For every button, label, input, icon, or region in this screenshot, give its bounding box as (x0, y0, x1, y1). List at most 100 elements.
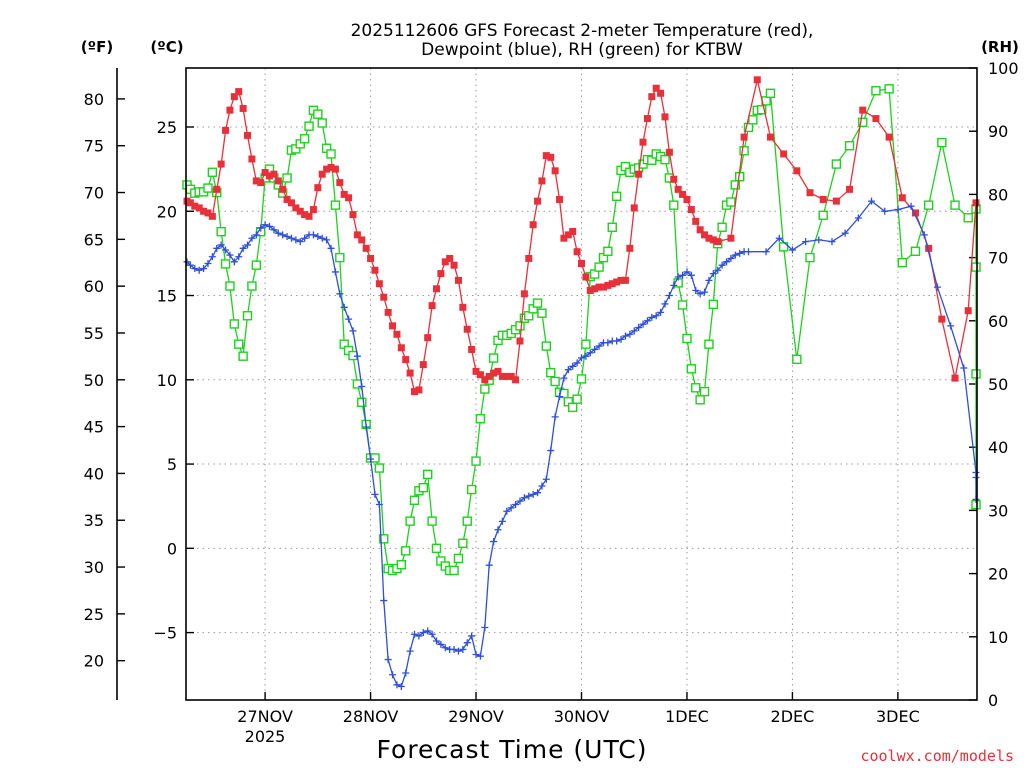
rh-point (313, 109, 323, 119)
chart-title-line-1: 2025112606 GFS Forecast 2-meter Temperat… (351, 21, 814, 41)
rh-point (756, 105, 767, 115)
dewpoint-point (648, 313, 656, 321)
rh-point (251, 260, 262, 270)
rh-point (699, 386, 710, 397)
rh-point (704, 339, 714, 349)
dewpoint-point (542, 475, 550, 483)
dewpoint-point (525, 492, 533, 500)
rh-point (748, 115, 758, 125)
dewpoint-point (331, 268, 339, 276)
temperature-point (292, 204, 300, 212)
x-tick-label: 3DEC (876, 707, 920, 726)
dewpoint-point (595, 342, 603, 350)
temperature-point (621, 276, 629, 284)
c-tick-label: 10 (157, 371, 177, 390)
rh-point (396, 560, 407, 570)
x-tick-label: 28NOV (343, 707, 399, 726)
rh-point (488, 353, 499, 363)
dewpoint-point (191, 265, 199, 273)
dewpoint-point (573, 359, 581, 367)
rh-point (568, 402, 578, 413)
temperature-point (257, 179, 265, 187)
dewpoint-point (762, 248, 770, 256)
dewpoint-point (349, 327, 357, 335)
rh-point (669, 200, 679, 210)
dewpoint-point (402, 669, 410, 677)
rh-point (660, 154, 670, 165)
temperature-point (578, 259, 585, 267)
c-tick-label: 5 (167, 455, 177, 474)
temperature-point (331, 165, 339, 173)
dewpoint-point (481, 624, 489, 632)
temperature-point (582, 273, 590, 281)
f-tick-label: 25 (84, 605, 104, 624)
temperature-point (283, 195, 291, 203)
f-tick-label: 45 (84, 418, 104, 437)
rh-point (594, 262, 604, 272)
temperature-point (226, 106, 234, 114)
dewpoint-point (512, 501, 520, 509)
temperature-point (591, 285, 599, 293)
rh-point (317, 118, 327, 128)
temperature-point (490, 369, 498, 377)
temperature-point (318, 170, 326, 178)
x-tick-label: 30NOV (554, 707, 610, 726)
dewpoint-point (309, 231, 317, 239)
c-tick-label: 20 (157, 202, 177, 221)
temperature-point (309, 206, 317, 214)
temperature-point (252, 177, 260, 185)
rh-point (234, 339, 244, 349)
dewpoint-point (296, 238, 304, 246)
rh-point (686, 364, 697, 374)
temperature-point (362, 244, 370, 252)
dewpoint-point (731, 251, 739, 259)
credit-link[interactable]: coolwx.com/models (860, 747, 1014, 765)
temperature-point (349, 211, 357, 219)
temperature-point (925, 244, 933, 252)
temperature-point (437, 270, 445, 278)
dewpoint-point (358, 383, 366, 391)
rh-point (937, 137, 947, 148)
dewpoint-point (314, 233, 322, 241)
c-tick-label: 15 (157, 287, 177, 306)
temperature-point (191, 202, 199, 210)
dewpoint-point (687, 271, 695, 279)
rh-tick-label: 10 (988, 628, 1008, 647)
dewpoint-point (494, 526, 502, 534)
axis-ticks: 27NOV 28NOV 29NOV 30NOV 1DEC 2DEC 3DEC −5 0 5 10 15… (84, 59, 1019, 726)
rh-point (466, 484, 477, 495)
temperature-point (793, 167, 801, 175)
rh-point (844, 141, 855, 151)
x-tick-label: 2DEC (771, 707, 815, 726)
temperature-point (639, 138, 647, 146)
temperature-point (635, 170, 643, 178)
c-tick-label: 0 (167, 539, 177, 558)
dewpoint-point (468, 632, 476, 640)
rh-point (971, 369, 981, 379)
temperature-point (692, 217, 700, 225)
temperature-point (586, 286, 594, 294)
temperature-point (498, 372, 506, 380)
dewpoint-point (696, 290, 704, 298)
x-tick-label: 27NOV (237, 707, 293, 726)
dewpoint-point (718, 261, 726, 269)
temperature-point (753, 76, 761, 84)
dewpoint-point (353, 352, 361, 360)
dewpoint-point (679, 271, 687, 279)
temperature-point (239, 104, 247, 112)
temperature-point (687, 206, 695, 214)
f-tick-label: 65 (84, 230, 104, 249)
temperature-point (454, 276, 462, 284)
temperature-point (964, 307, 972, 315)
dewpoint-point (854, 214, 862, 222)
rh-point (462, 516, 472, 526)
f-tick-label: 80 (84, 90, 104, 109)
rh-point (203, 183, 213, 193)
rh-point (910, 246, 921, 256)
rh-point (458, 538, 468, 548)
dewpoint-point (828, 238, 836, 246)
dewpoint-point (683, 268, 691, 276)
rh-point (923, 200, 934, 210)
rh-point (475, 414, 486, 424)
temperature-point (481, 376, 489, 384)
